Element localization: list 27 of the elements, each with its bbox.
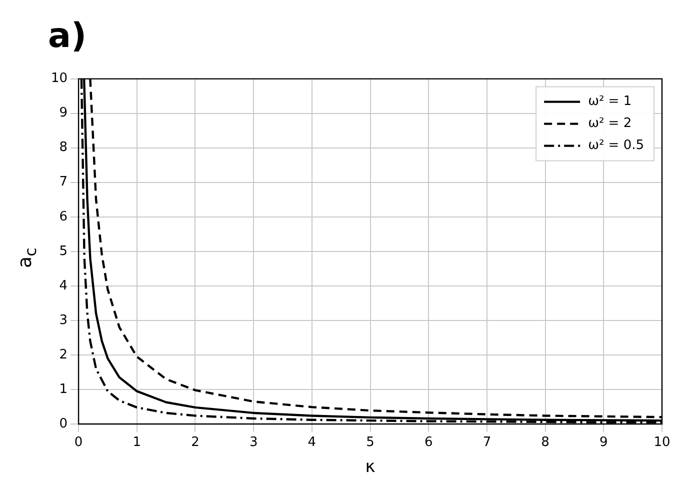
legend-label: ω² = 0.5 — [588, 138, 644, 154]
legend-label: ω² = 1 — [588, 94, 632, 110]
y-tick-label: 6 — [59, 209, 68, 224]
x-axis-title: κ — [365, 457, 376, 478]
x-tick-label: 8 — [541, 435, 550, 450]
x-tick-label: 2 — [191, 435, 200, 450]
x-tick-label: 7 — [482, 435, 492, 450]
y-tick-label: 1 — [59, 382, 68, 397]
y-tick-label: 4 — [59, 278, 68, 294]
y-tick-label: 2 — [59, 347, 68, 362]
x-tick-label: 1 — [132, 435, 142, 450]
x-tick-label: 4 — [308, 435, 316, 450]
legend-label: ω² = 2 — [588, 116, 632, 132]
x-tick-label: 6 — [424, 435, 433, 450]
x-tick-label: 0 — [74, 435, 83, 450]
x-tick-label: 3 — [249, 435, 258, 450]
y-tick-label: 3 — [59, 312, 68, 328]
x-tick-label: 9 — [600, 435, 608, 450]
y-tick-label: 9 — [59, 106, 68, 121]
y-tick-label: 0 — [59, 416, 68, 432]
y-tick-label: 7 — [59, 174, 68, 190]
y-tick-label: 5 — [59, 244, 68, 259]
y-tick-label: 10 — [50, 71, 68, 86]
chart-title: a) — [48, 16, 86, 56]
x-tick-label: 5 — [366, 435, 374, 450]
x-tick-label: 10 — [654, 435, 670, 450]
y-tick-label: 8 — [59, 140, 68, 156]
